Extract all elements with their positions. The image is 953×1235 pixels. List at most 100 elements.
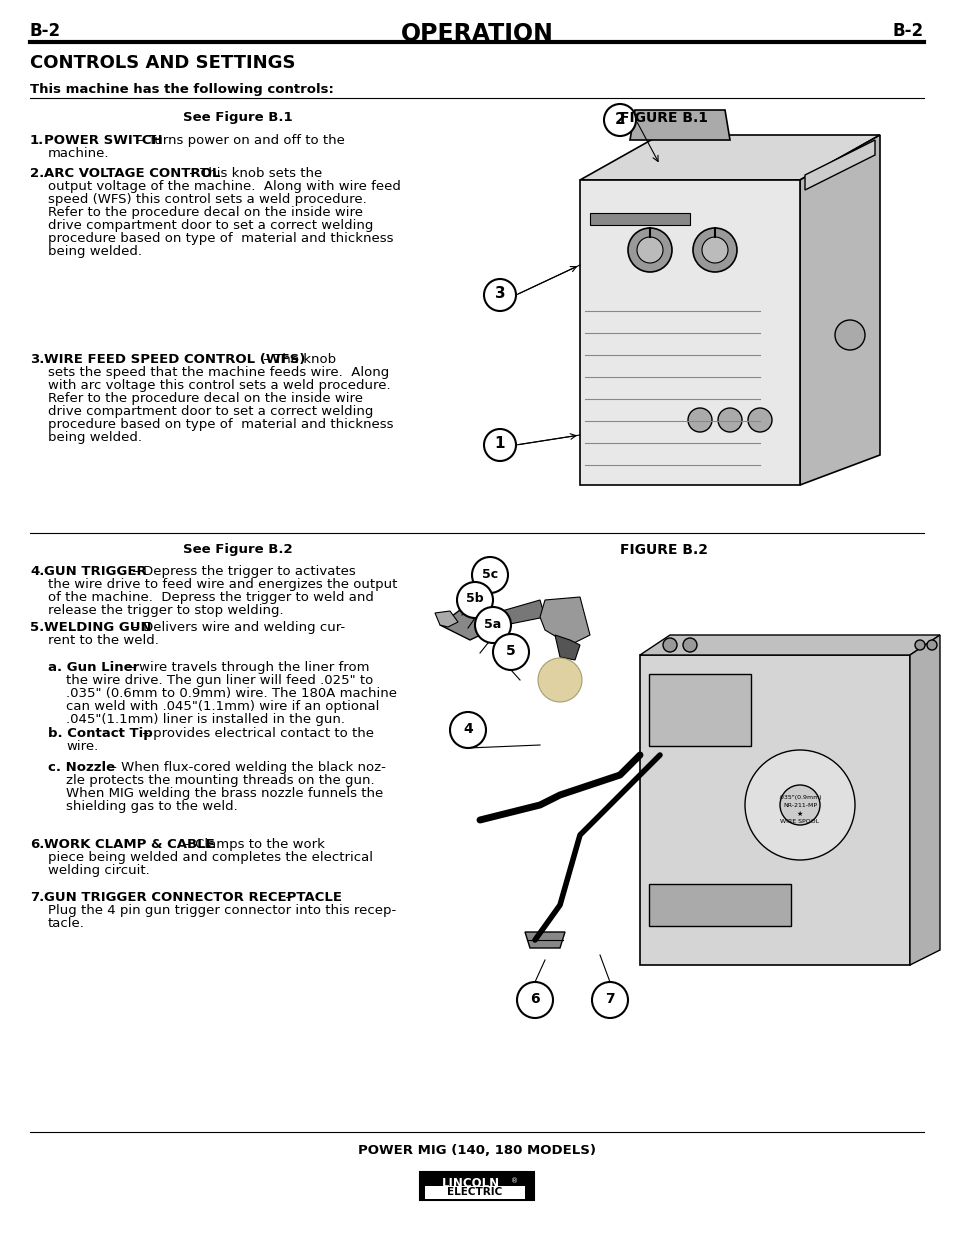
Text: tacle.: tacle. <box>48 918 85 930</box>
Text: 2.: 2. <box>30 167 44 180</box>
Text: 1.: 1. <box>30 135 44 147</box>
Polygon shape <box>524 932 564 948</box>
Text: zle protects the mounting threads on the gun.: zle protects the mounting threads on the… <box>66 774 375 787</box>
Text: – Delivers wire and welding cur-: – Delivers wire and welding cur- <box>128 621 345 634</box>
Text: 7: 7 <box>604 992 614 1007</box>
Text: – provides electrical contact to the: – provides electrical contact to the <box>138 727 374 740</box>
Text: – Depress the trigger to activates: – Depress the trigger to activates <box>128 564 355 578</box>
Text: – Clamps to the work: – Clamps to the work <box>180 839 325 851</box>
Circle shape <box>450 713 485 748</box>
Text: FIGURE B.1: FIGURE B.1 <box>619 111 707 125</box>
Text: output voltage of the machine.  Along with wire feed: output voltage of the machine. Along wit… <box>48 180 400 193</box>
Text: WORK CLAMP & CABLE: WORK CLAMP & CABLE <box>44 839 214 851</box>
Text: 6: 6 <box>530 992 539 1007</box>
Circle shape <box>483 279 516 311</box>
Text: 1: 1 <box>495 436 505 452</box>
Text: B-2: B-2 <box>30 22 61 40</box>
Polygon shape <box>804 140 874 190</box>
Polygon shape <box>579 135 879 180</box>
Text: the wire drive. The gun liner will feed .025" to: the wire drive. The gun liner will feed … <box>66 674 373 687</box>
Text: procedure based on type of  material and thickness: procedure based on type of material and … <box>48 232 393 245</box>
Text: ®: ® <box>511 1178 517 1184</box>
Text: .035"(0.9mm): .035"(0.9mm) <box>778 795 821 800</box>
Polygon shape <box>800 135 879 485</box>
Text: welding circuit.: welding circuit. <box>48 864 150 877</box>
Text: sets the speed that the machine feeds wire.  Along: sets the speed that the machine feeds wi… <box>48 366 389 379</box>
Text: .045"(1.1mm) liner is installed in the gun.: .045"(1.1mm) liner is installed in the g… <box>66 713 345 726</box>
Text: CONTROLS AND SETTINGS: CONTROLS AND SETTINGS <box>30 54 295 72</box>
Text: 4.: 4. <box>30 564 45 578</box>
Text: shielding gas to the weld.: shielding gas to the weld. <box>66 800 237 813</box>
Text: being welded.: being welded. <box>48 245 142 258</box>
Polygon shape <box>555 635 579 659</box>
Text: ELECTRIC: ELECTRIC <box>447 1187 502 1197</box>
Text: When MIG welding the brass nozzle funnels the: When MIG welding the brass nozzle funnel… <box>66 787 383 800</box>
Circle shape <box>701 237 727 263</box>
Text: 3.: 3. <box>30 353 45 366</box>
Text: WIRE SPOOL: WIRE SPOOL <box>780 819 819 824</box>
Text: drive compartment door to set a correct welding: drive compartment door to set a correct … <box>48 219 373 232</box>
Circle shape <box>517 982 553 1018</box>
Text: 5a: 5a <box>484 618 501 631</box>
Circle shape <box>493 634 529 671</box>
Text: of the machine.  Depress the trigger to weld and: of the machine. Depress the trigger to w… <box>48 592 374 604</box>
Polygon shape <box>539 597 589 645</box>
Text: can weld with .045"(1.1mm) wire if an optional: can weld with .045"(1.1mm) wire if an op… <box>66 700 379 713</box>
Text: .035" (0.6mm to 0.9mm) wire. The 180A machine: .035" (0.6mm to 0.9mm) wire. The 180A ma… <box>66 687 396 700</box>
Text: POWER MIG (140, 180 MODELS): POWER MIG (140, 180 MODELS) <box>357 1144 596 1157</box>
Text: B-2: B-2 <box>892 22 923 40</box>
Polygon shape <box>629 110 729 140</box>
Circle shape <box>592 982 627 1018</box>
Text: drive compartment door to set a correct welding: drive compartment door to set a correct … <box>48 405 373 417</box>
Circle shape <box>456 582 493 618</box>
Circle shape <box>472 557 507 593</box>
Text: 4: 4 <box>462 722 473 736</box>
Circle shape <box>483 429 516 461</box>
Text: 5b: 5b <box>466 593 483 605</box>
Text: 6.: 6. <box>30 839 45 851</box>
Text: rent to the weld.: rent to the weld. <box>48 634 159 647</box>
Text: the wire drive to feed wire and energizes the output: the wire drive to feed wire and energize… <box>48 578 397 592</box>
Text: WELDING GUN: WELDING GUN <box>44 621 152 634</box>
Circle shape <box>687 408 711 432</box>
Circle shape <box>747 408 771 432</box>
Text: See Figure B.2: See Figure B.2 <box>182 543 292 556</box>
Text: speed (WFS) this control sets a weld procedure.: speed (WFS) this control sets a weld pro… <box>48 193 366 206</box>
Text: c. Nozzle: c. Nozzle <box>48 761 115 774</box>
Text: –: – <box>281 890 292 904</box>
Text: 3: 3 <box>495 287 505 301</box>
Text: 5: 5 <box>506 643 516 658</box>
Circle shape <box>662 638 677 652</box>
Text: POWER SWITCH: POWER SWITCH <box>44 135 162 147</box>
Polygon shape <box>435 611 457 627</box>
Circle shape <box>603 104 636 136</box>
Text: being welded.: being welded. <box>48 431 142 445</box>
FancyBboxPatch shape <box>589 212 689 225</box>
Circle shape <box>780 785 820 825</box>
FancyBboxPatch shape <box>639 655 909 965</box>
Polygon shape <box>579 180 800 485</box>
Text: NR-211-MP: NR-211-MP <box>782 803 816 808</box>
Circle shape <box>537 658 581 701</box>
Circle shape <box>926 640 936 650</box>
Text: – When flux-cored welding the black noz-: – When flux-cored welding the black noz- <box>106 761 385 774</box>
Text: machine.: machine. <box>48 147 110 161</box>
Text: GUN TRIGGER CONNECTOR RECEPTACLE: GUN TRIGGER CONNECTOR RECEPTACLE <box>44 890 341 904</box>
Polygon shape <box>909 635 939 965</box>
Text: b. Contact Tip: b. Contact Tip <box>48 727 152 740</box>
Text: – wire travels through the liner from: – wire travels through the liner from <box>124 661 369 674</box>
Circle shape <box>718 408 741 432</box>
FancyBboxPatch shape <box>419 1172 534 1200</box>
Text: procedure based on type of  material and thickness: procedure based on type of material and … <box>48 417 393 431</box>
Circle shape <box>627 228 671 272</box>
Text: This machine has the following controls:: This machine has the following controls: <box>30 83 334 96</box>
Text: a. Gun Liner: a. Gun Liner <box>48 661 139 674</box>
Text: Refer to the procedure decal on the inside wire: Refer to the procedure decal on the insi… <box>48 206 363 219</box>
Text: ARC VOLTAGE CONTROL: ARC VOLTAGE CONTROL <box>44 167 220 180</box>
Circle shape <box>744 750 854 860</box>
Text: ★: ★ <box>796 811 802 818</box>
Text: wire.: wire. <box>66 740 98 753</box>
Circle shape <box>914 640 924 650</box>
Polygon shape <box>639 635 939 655</box>
Circle shape <box>475 606 511 643</box>
